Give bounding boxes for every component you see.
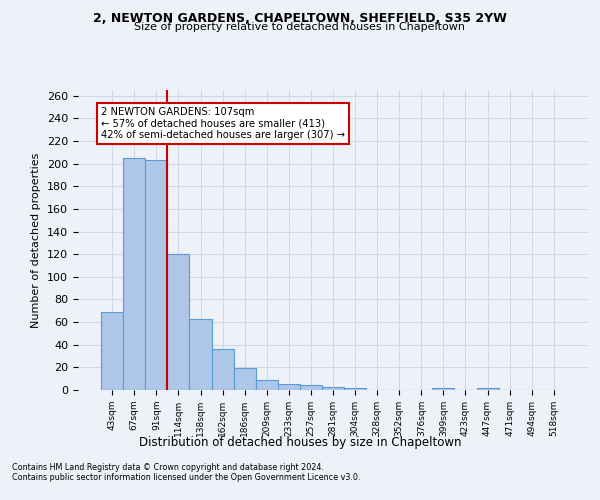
- Bar: [278, 384, 300, 390]
- Text: 2 NEWTON GARDENS: 107sqm
← 57% of detached houses are smaller (413)
42% of semi-: 2 NEWTON GARDENS: 107sqm ← 57% of detach…: [101, 107, 345, 140]
- Bar: [145, 160, 167, 390]
- Text: Contains public sector information licensed under the Open Government Licence v3: Contains public sector information licen…: [12, 474, 361, 482]
- Bar: [190, 318, 212, 390]
- Bar: [101, 312, 123, 390]
- Text: 2, NEWTON GARDENS, CHAPELTOWN, SHEFFIELD, S35 2YW: 2, NEWTON GARDENS, CHAPELTOWN, SHEFFIELD…: [93, 12, 507, 26]
- Bar: [233, 368, 256, 390]
- Y-axis label: Number of detached properties: Number of detached properties: [31, 152, 41, 328]
- Bar: [123, 158, 145, 390]
- Bar: [167, 254, 190, 390]
- Bar: [212, 349, 233, 390]
- Text: Contains HM Land Registry data © Crown copyright and database right 2024.: Contains HM Land Registry data © Crown c…: [12, 464, 324, 472]
- Bar: [344, 388, 366, 390]
- Bar: [476, 388, 499, 390]
- Bar: [300, 386, 322, 390]
- Bar: [256, 380, 278, 390]
- Bar: [322, 386, 344, 390]
- Text: Distribution of detached houses by size in Chapeltown: Distribution of detached houses by size …: [139, 436, 461, 449]
- Bar: [433, 388, 454, 390]
- Text: Size of property relative to detached houses in Chapeltown: Size of property relative to detached ho…: [134, 22, 466, 32]
